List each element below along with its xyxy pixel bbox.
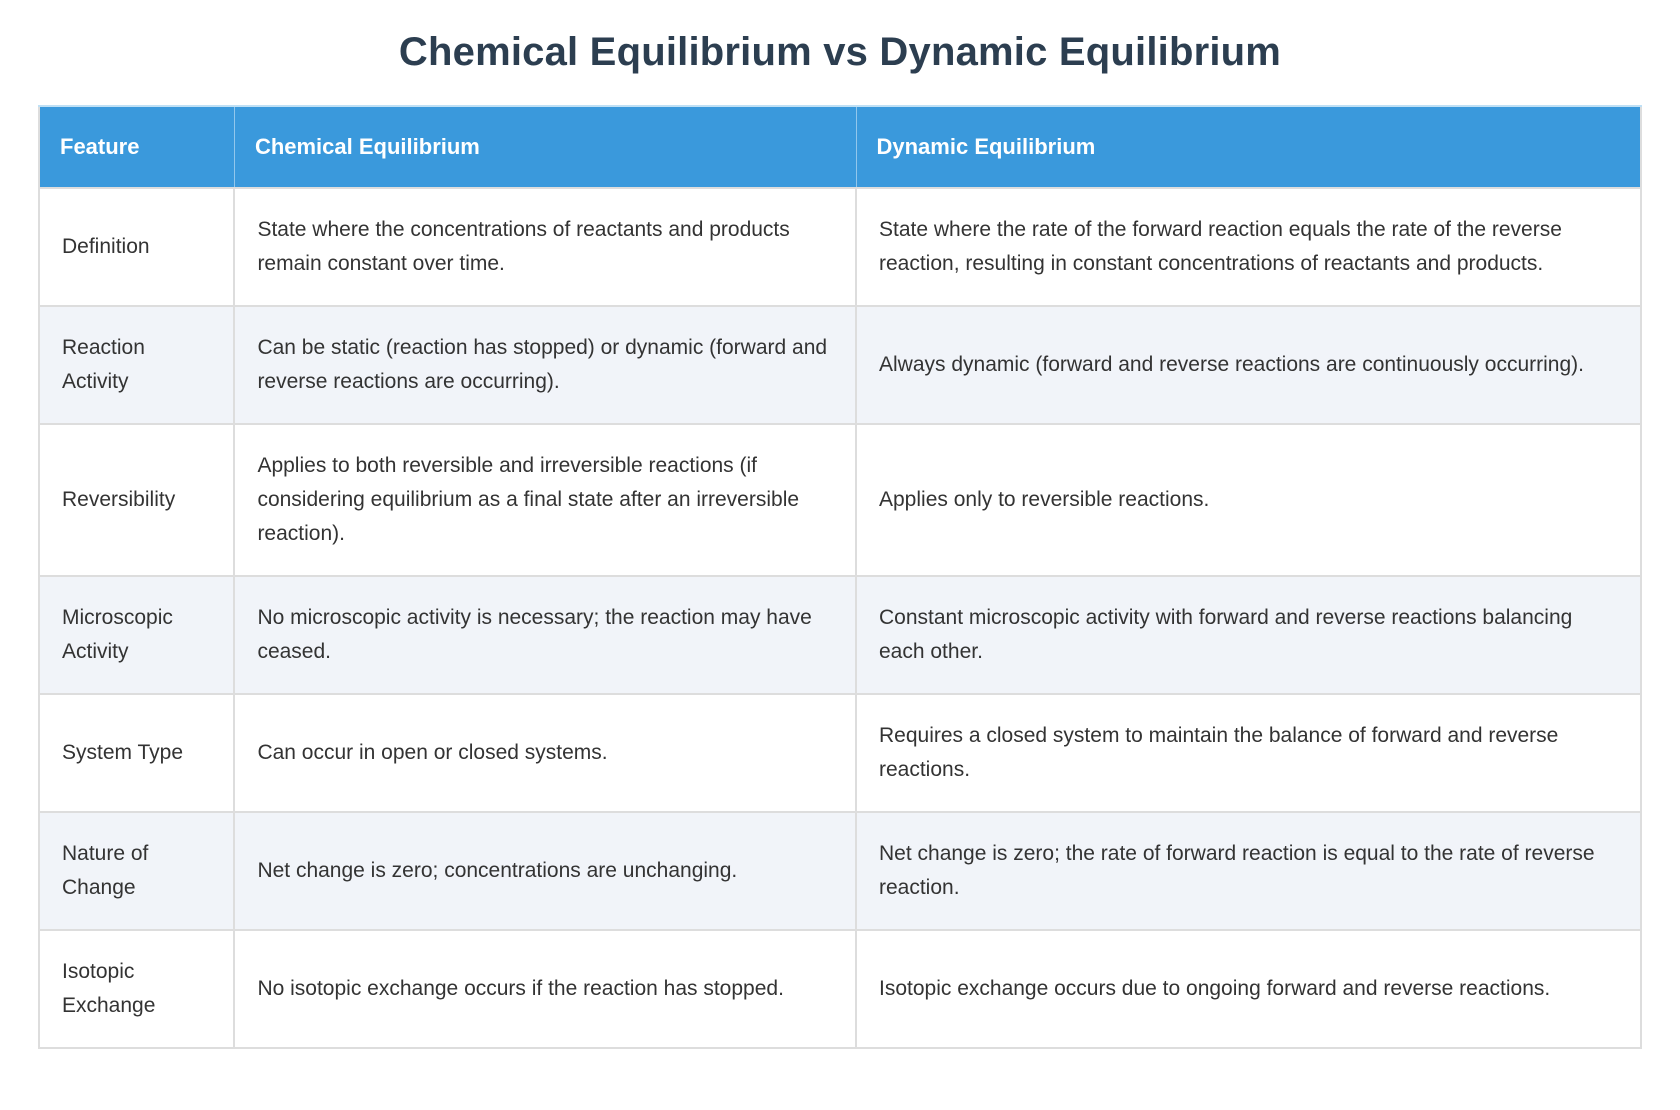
column-header-feature: Feature — [39, 105, 235, 188]
feature-cell: Isotopic Exchange — [37, 929, 236, 1050]
feature-cell: Microscopic Activity — [37, 575, 236, 696]
feature-cell: System Type — [37, 693, 236, 814]
dynamic-equilibrium-cell: Constant microscopic activity with forwa… — [855, 575, 1642, 696]
header-row: Feature Chemical Equilibrium Dynamic Equ… — [39, 105, 1641, 188]
chemical-equilibrium-cell: No isotopic exchange occurs if the react… — [233, 929, 857, 1050]
feature-cell: Nature of Change — [37, 811, 236, 932]
dynamic-equilibrium-cell: State where the rate of the forward reac… — [855, 186, 1642, 308]
dynamic-equilibrium-cell: Net change is zero; the rate of forward … — [855, 811, 1642, 932]
table-row: Nature of Change Net change is zero; con… — [37, 811, 1642, 932]
table-row: Definition State where the concentration… — [37, 186, 1642, 308]
feature-cell: Definition — [37, 186, 236, 308]
chemical-equilibrium-cell: No microscopic activity is necessary; th… — [233, 575, 857, 696]
table-body: Definition State where the concentration… — [37, 186, 1642, 1050]
column-header-dynamic-equilibrium: Dynamic Equilibrium — [856, 105, 1641, 188]
dynamic-equilibrium-cell: Always dynamic (forward and reverse reac… — [855, 305, 1642, 426]
table-row: Microscopic Activity No microscopic acti… — [37, 575, 1642, 696]
table-row: System Type Can occur in open or closed … — [37, 693, 1642, 814]
table-row: Reversibility Applies to both reversible… — [37, 423, 1642, 578]
dynamic-equilibrium-cell: Applies only to reversible reactions. — [855, 423, 1642, 578]
column-header-chemical-equilibrium: Chemical Equilibrium — [234, 105, 857, 188]
chemical-equilibrium-cell: Net change is zero; concentrations are u… — [233, 811, 857, 932]
feature-cell: Reversibility — [37, 423, 236, 578]
page-title: Chemical Equilibrium vs Dynamic Equilibr… — [398, 30, 1282, 74]
dynamic-equilibrium-cell: Requires a closed system to maintain the… — [855, 693, 1642, 814]
chemical-equilibrium-cell: State where the concentrations of reacta… — [233, 186, 857, 308]
dynamic-equilibrium-cell: Isotopic exchange occurs due to ongoing … — [855, 929, 1642, 1050]
table-header: Feature Chemical Equilibrium Dynamic Equ… — [39, 105, 1641, 188]
feature-cell: Reaction Activity — [37, 305, 236, 426]
comparison-table: Feature Chemical Equilibrium Dynamic Equ… — [37, 105, 1642, 1050]
chemical-equilibrium-cell: Can occur in open or closed systems. — [233, 693, 857, 814]
table-row: Reaction Activity Can be static (reactio… — [37, 305, 1642, 426]
table-row: Isotopic Exchange No isotopic exchange o… — [37, 929, 1642, 1050]
chemical-equilibrium-cell: Can be static (reaction has stopped) or … — [233, 305, 857, 426]
chemical-equilibrium-cell: Applies to both reversible and irreversi… — [233, 423, 857, 578]
